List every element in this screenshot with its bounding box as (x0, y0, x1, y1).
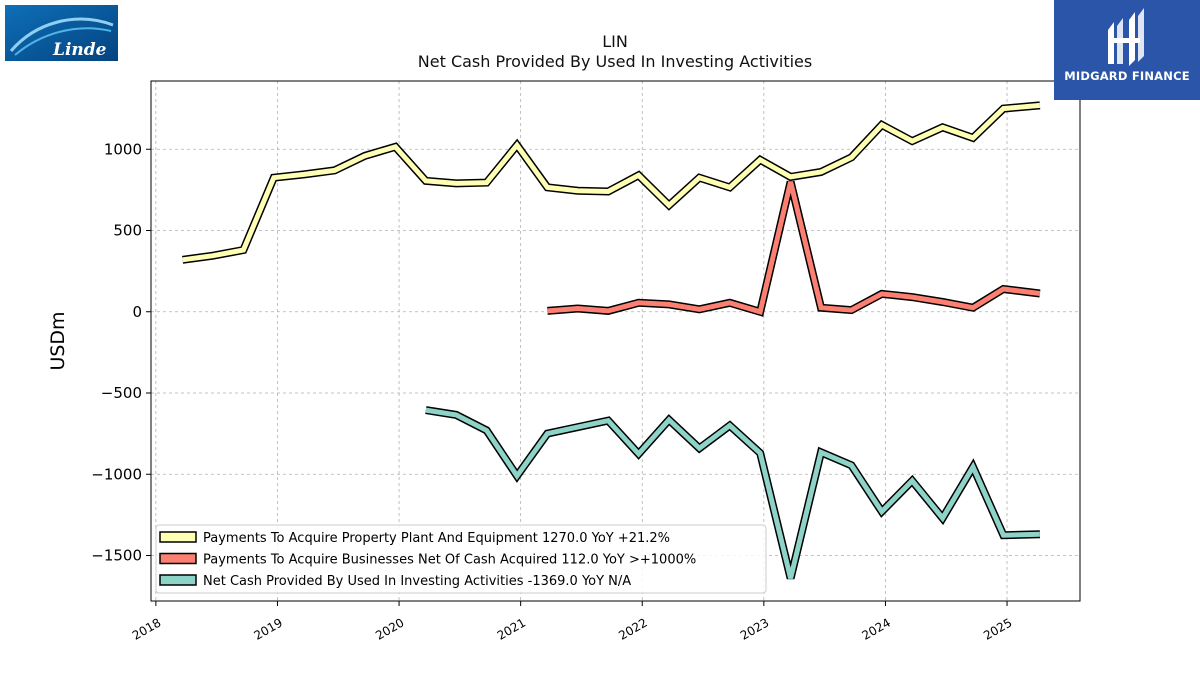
chart-subtitle: Net Cash Provided By Used In Investing A… (417, 52, 813, 71)
series-line (547, 181, 1041, 315)
midgard-finance-logo: MIDGARD FINANCE (1054, 0, 1200, 100)
y-tick-label: −1500 (91, 547, 142, 565)
series-line (425, 407, 1040, 579)
plot-frame (150, 80, 1081, 602)
linde-logo: Linde (5, 5, 118, 61)
x-axis: 2018 2019 2020 2021 2022 2023 2024 2025 (130, 601, 1015, 643)
y-axis: −1500 −1000 −500 0 500 1000 (91, 140, 151, 565)
y-tick-label: 500 (113, 222, 142, 240)
y-tick-label: −1000 (91, 465, 142, 483)
x-tick-label: 2021 (495, 615, 528, 642)
legend-label: Payments To Acquire Businesses Net Of Ca… (203, 553, 696, 568)
series-line (182, 102, 1041, 263)
x-tick-label: 2025 (981, 615, 1014, 642)
legend-box (155, 524, 767, 594)
y-tick-label: 0 (132, 303, 142, 321)
chart-title-block: LIN Net Cash Provided By Used In Investi… (300, 32, 930, 72)
x-tick-label: 2023 (738, 615, 771, 642)
legend-swatch (159, 552, 197, 565)
legend-label: Net Cash Provided By Used In Investing A… (203, 574, 631, 589)
x-tick-label: 2022 (616, 615, 649, 642)
chart-title: LIN (602, 32, 628, 51)
y-axis-label: USDm (47, 311, 69, 370)
midgard-finance-text: MIDGARD FINANCE (1064, 69, 1190, 83)
y-tick-label: −500 (101, 384, 142, 402)
y-tick-label: 1000 (104, 140, 142, 158)
legend-swatch (159, 574, 197, 586)
legend-swatch (159, 531, 197, 543)
x-tick-label: 2020 (373, 615, 406, 642)
grid-lines (151, 81, 1080, 601)
x-tick-label: 2018 (130, 615, 163, 642)
legend: Payments To Acquire Property Plant And E… (155, 524, 767, 594)
series-lines (182, 101, 1041, 580)
x-tick-label: 2024 (859, 615, 892, 642)
x-tick-label: 2019 (252, 615, 285, 642)
legend-label: Payments To Acquire Property Plant And E… (203, 531, 670, 546)
linde-logo-text: Linde (52, 40, 107, 60)
series-line-outline (182, 101, 1041, 264)
